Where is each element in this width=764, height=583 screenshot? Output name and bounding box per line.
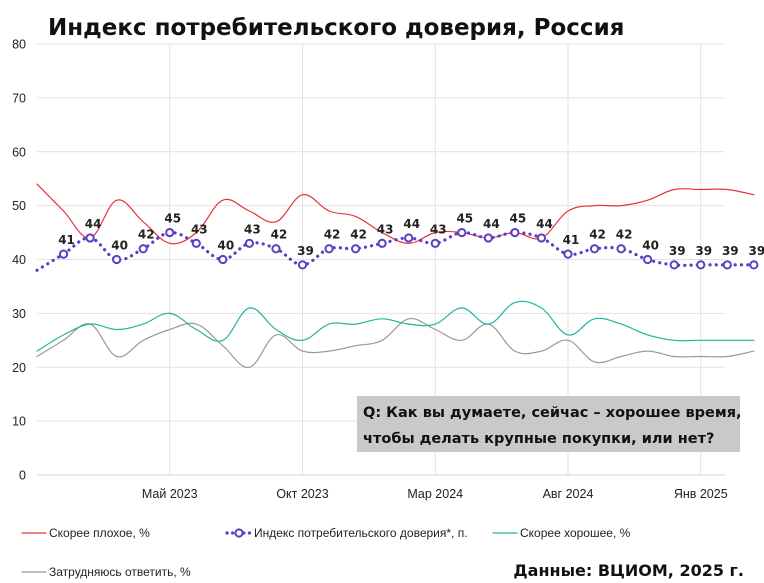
data-labels: 41 44 40 42 45 43 40 43 42 39 42 42 43 44 43 45 44 45 44 41… <box>58 212 764 258</box>
index-marker <box>483 233 493 243</box>
index-data-label: 39 <box>748 244 764 258</box>
question-line-2: чтобы делать крупные покупки, или нет? <box>363 431 714 447</box>
index-marker <box>749 260 759 270</box>
y-tick-label: 10 <box>12 415 26 429</box>
index-marker <box>616 244 626 254</box>
y-tick-label: 20 <box>12 361 26 375</box>
index-marker <box>297 260 308 270</box>
index-data-label: 43 <box>430 222 447 236</box>
legend: Скорее плохое, % Индекс потребительского … <box>21 526 631 579</box>
y-axis: 0 10 20 30 40 50 60 70 80 <box>12 38 26 483</box>
index-marker <box>191 238 201 248</box>
x-tick-label: Май 2023 <box>142 487 198 501</box>
question-box-background <box>357 396 740 452</box>
index-marker <box>271 244 281 254</box>
index-data-label: 44 <box>85 217 102 231</box>
index-data-label: 42 <box>350 228 367 242</box>
x-tick-label: Авг 2024 <box>543 487 594 501</box>
index-marker <box>589 244 600 254</box>
y-tick-label: 30 <box>12 307 26 321</box>
question-line-1: Q: Как вы думаете, сейчас – хорошее врем… <box>363 405 742 421</box>
index-marker <box>165 227 175 238</box>
index-data-label: 39 <box>669 244 686 258</box>
legend-label-1: Индекс потребительского доверия*, п. <box>254 526 468 540</box>
x-tick-label: Мар 2024 <box>407 487 463 501</box>
index-data-label: 44 <box>536 217 553 231</box>
index-data-label: 40 <box>217 239 234 253</box>
index-marker <box>563 249 573 259</box>
index-marker <box>351 244 361 254</box>
y-tick-label: 0 <box>19 469 26 483</box>
index-marker <box>722 260 732 270</box>
index-data-label: 44 <box>483 217 500 231</box>
index-marker <box>112 254 122 265</box>
y-tick-label: 60 <box>12 145 26 159</box>
index-marker <box>404 233 414 243</box>
index-data-label: 41 <box>58 233 75 247</box>
index-data-label: 40 <box>111 239 128 253</box>
index-data-label: 42 <box>589 228 606 242</box>
index-data-label: 42 <box>138 228 155 242</box>
x-tick-label: Окт 2023 <box>276 487 328 501</box>
source-note: Данные: ВЦИОМ, 2025 г. <box>513 561 744 580</box>
index-data-label: 45 <box>456 212 473 226</box>
index-marker <box>138 244 148 254</box>
index-marker <box>244 238 254 248</box>
legend-label-3: Затрудняюсь ответить, % <box>49 565 191 579</box>
legend-label-2: Скорее хорошее, % <box>520 526 631 540</box>
index-marker <box>430 238 440 248</box>
legend-marker <box>234 528 244 538</box>
index-data-label: 39 <box>695 244 712 258</box>
index-data-label: 45 <box>510 212 527 226</box>
chart-title: Индекс потребительского доверия, Россия <box>48 15 624 41</box>
index-marker <box>324 244 334 254</box>
legend-label-0: Скорее плохое, % <box>49 526 150 540</box>
index-data-label: 42 <box>324 228 341 242</box>
index-data-label: 42 <box>616 228 633 242</box>
x-tick-label: Янв 2025 <box>674 487 728 501</box>
index-marker <box>457 227 467 238</box>
index-marker <box>58 249 69 259</box>
index-data-label: 44 <box>403 217 420 231</box>
index-marker <box>669 260 679 270</box>
index-marker <box>536 233 547 243</box>
series-line-1 <box>35 230 756 272</box>
y-tick-label: 40 <box>12 253 26 267</box>
index-marker <box>643 254 653 265</box>
index-data-label: 43 <box>191 222 208 236</box>
index-data-label: 40 <box>642 239 659 253</box>
y-tick-label: 80 <box>12 38 26 52</box>
series-layer <box>35 183 759 368</box>
index-marker <box>510 227 520 238</box>
y-tick-label: 50 <box>12 199 26 213</box>
index-data-label: 42 <box>271 228 288 242</box>
index-marker <box>218 254 228 265</box>
y-tick-label: 70 <box>12 91 26 105</box>
index-data-label: 45 <box>164 212 181 226</box>
series-line-3 <box>36 317 755 368</box>
index-data-label: 43 <box>377 222 394 236</box>
x-axis: Май 2023 Окт 2023 Мар 2024 Авг 2024 Янв 2025 <box>37 474 728 501</box>
index-marker <box>377 238 387 248</box>
series-line-2 <box>36 300 755 352</box>
index-marker <box>696 260 706 270</box>
index-marker <box>85 233 95 243</box>
index-data-label: 41 <box>563 233 580 247</box>
index-data-label: 43 <box>244 222 261 236</box>
index-data-label: 39 <box>722 244 739 258</box>
question-box: Q: Как вы думаете, сейчас – хорошее врем… <box>357 396 742 452</box>
index-data-label: 39 <box>297 244 314 258</box>
